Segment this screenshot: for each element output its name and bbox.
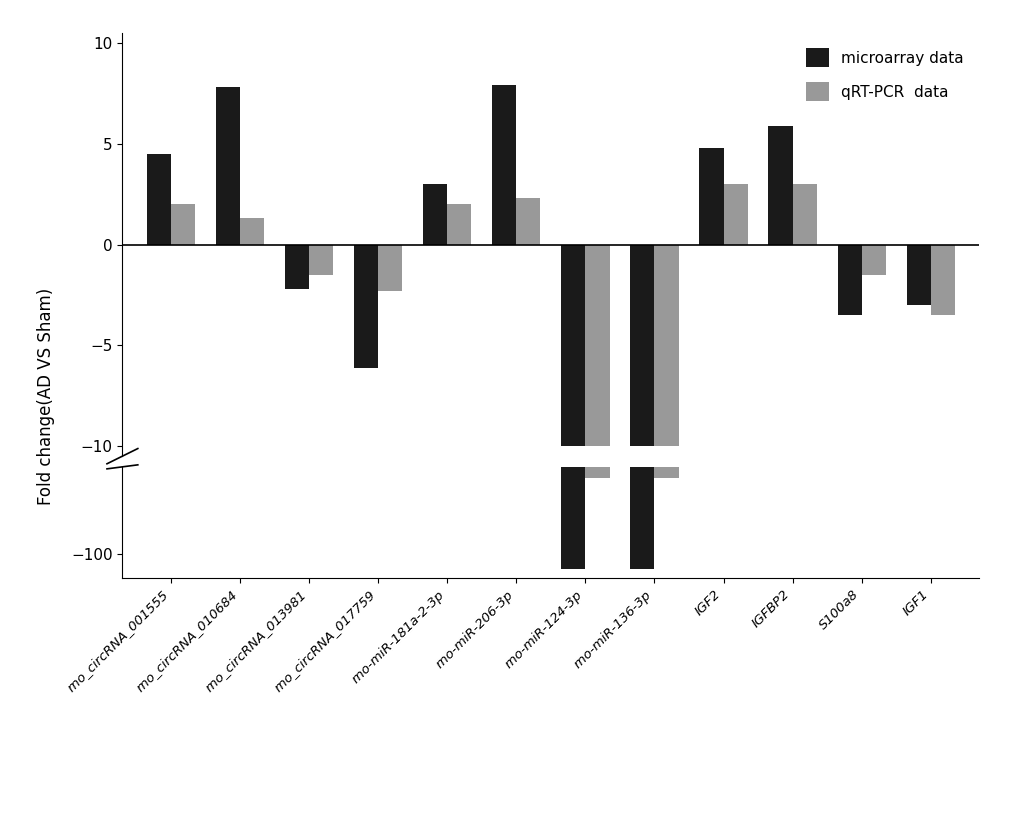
Bar bbox=[630, 244, 654, 446]
Bar bbox=[516, 198, 540, 244]
Bar bbox=[699, 148, 722, 244]
Text: Fold change(AD VS Sham): Fold change(AD VS Sham) bbox=[37, 287, 55, 506]
Bar bbox=[930, 244, 954, 316]
Bar bbox=[491, 85, 516, 244]
Bar bbox=[309, 244, 333, 275]
Bar bbox=[861, 244, 886, 275]
Bar bbox=[147, 154, 170, 244]
Bar bbox=[423, 184, 446, 244]
Bar bbox=[654, 244, 678, 446]
Bar bbox=[170, 204, 195, 244]
Bar bbox=[630, 459, 654, 568]
Bar bbox=[560, 459, 585, 568]
Bar bbox=[654, 459, 678, 478]
Bar bbox=[792, 184, 816, 244]
Bar bbox=[239, 218, 264, 244]
Bar bbox=[284, 244, 309, 289]
Bar bbox=[215, 88, 239, 244]
Bar bbox=[585, 459, 609, 478]
Bar bbox=[378, 244, 401, 291]
Bar bbox=[767, 126, 792, 244]
Legend: microarray data, qRT-PCR  data: microarray data, qRT-PCR data bbox=[798, 40, 971, 108]
Bar bbox=[560, 244, 585, 446]
Bar bbox=[354, 244, 378, 368]
Bar bbox=[585, 244, 609, 446]
Bar bbox=[722, 184, 747, 244]
Bar bbox=[906, 244, 930, 305]
Bar bbox=[837, 244, 861, 316]
Bar bbox=[446, 204, 471, 244]
